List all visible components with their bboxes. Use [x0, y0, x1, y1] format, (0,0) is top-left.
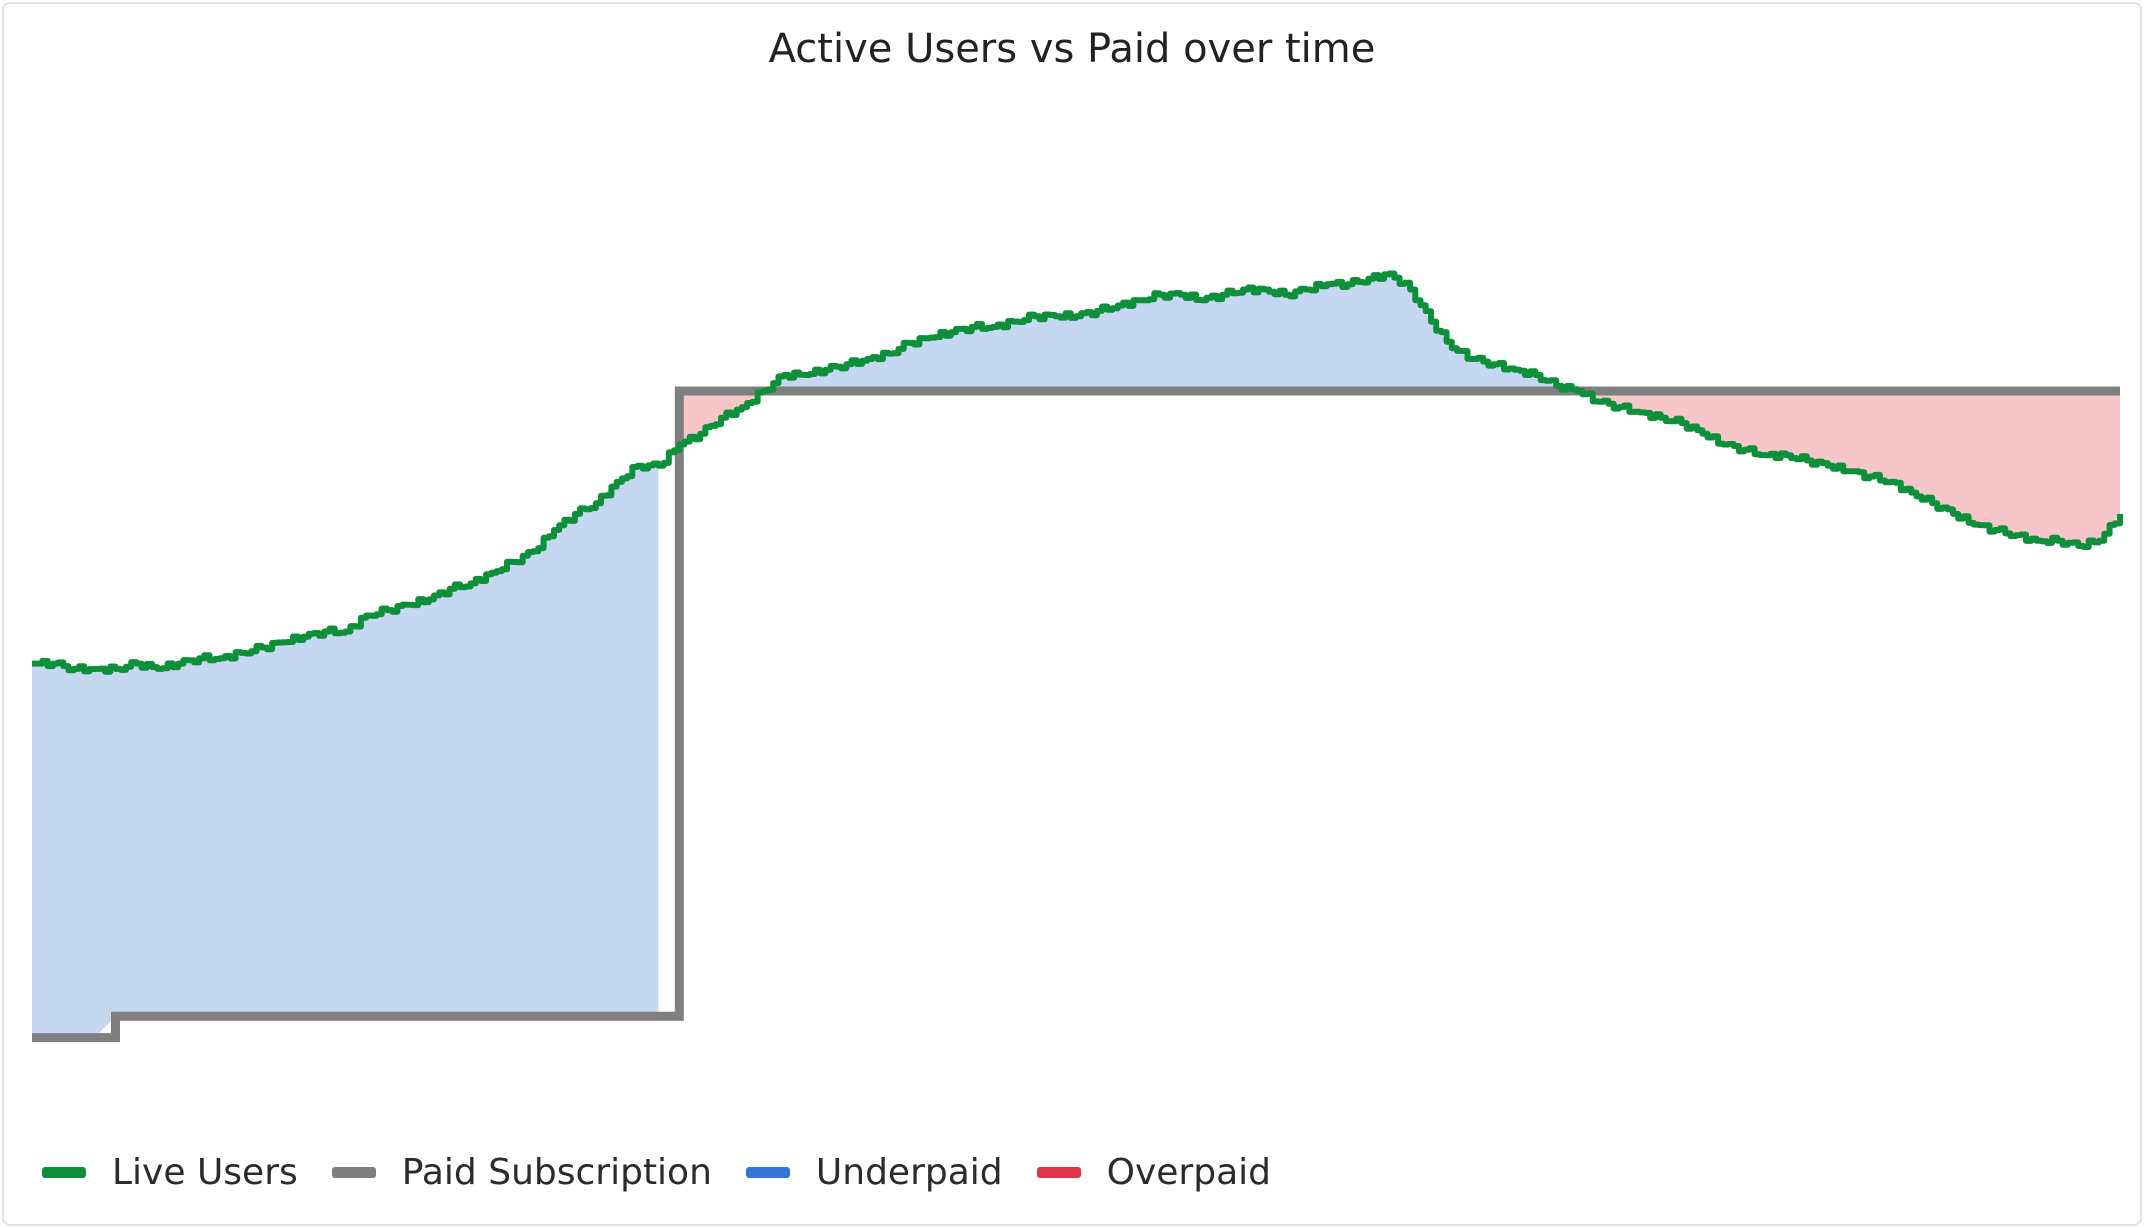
legend-swatch-live-users	[42, 1167, 86, 1178]
legend-label-underpaid: Underpaid	[815, 1152, 1003, 1193]
legend-label-live-users: Live Users	[112, 1152, 298, 1193]
chart-title: Active Users vs Paid over time	[768, 26, 1376, 72]
underpaid-area	[32, 273, 1578, 1038]
plot-area	[32, 270, 2123, 1043]
legend-label-overpaid: Overpaid	[1106, 1152, 1271, 1193]
legend: Live Users Paid Subscription Underpaid O…	[42, 1152, 1271, 1193]
overpaid-area	[679, 391, 2120, 546]
legend-swatch-paid-subscription	[331, 1167, 376, 1178]
legend-item-live-users[interactable]: Live Users	[42, 1152, 298, 1193]
live-users-line	[32, 270, 2123, 675]
legend-item-overpaid[interactable]: Overpaid	[1036, 1152, 1271, 1193]
legend-item-underpaid[interactable]: Underpaid	[745, 1152, 1003, 1193]
paid-subscription-line	[32, 386, 2120, 1043]
legend-label-paid-subscription: Paid Subscription	[401, 1152, 712, 1193]
legend-swatch-underpaid	[745, 1167, 790, 1178]
legend-swatch-overpaid	[1036, 1167, 1081, 1178]
legend-item-paid-subscription[interactable]: Paid Subscription	[331, 1152, 712, 1193]
